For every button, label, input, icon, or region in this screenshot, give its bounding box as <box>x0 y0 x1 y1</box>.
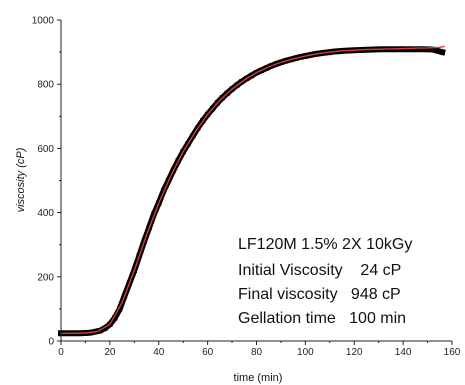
y-tick-label: 400 <box>37 208 54 219</box>
series-1-point <box>420 46 426 52</box>
axes: 0 20 40 60 80 100 120 140 160 0 200 400 600 800 1000 <box>32 16 461 359</box>
y-axis-title: viscosity (cP) <box>15 147 27 212</box>
series-2-line <box>61 45 445 334</box>
annotation-sample: LF120M 1.5% 2X 10kGy <box>238 236 412 253</box>
series-1-point <box>117 306 123 312</box>
series-1-point <box>410 46 416 52</box>
series-1-point <box>439 49 445 55</box>
x-tick-label: 40 <box>153 347 165 358</box>
series-1-point <box>429 46 435 53</box>
y-tick-label: 0 <box>48 337 54 348</box>
series-1-point <box>112 315 118 321</box>
x-tick-label: 80 <box>251 347 263 358</box>
annotation-final-viscosity: Final viscosity 948 cP <box>238 286 401 303</box>
x-tick-label: 160 <box>444 347 461 358</box>
x-tick-label: 120 <box>346 347 363 358</box>
y-tick-label: 200 <box>37 272 54 283</box>
annotation-initial-viscosity: Initial Viscosity 24 cP <box>238 262 401 279</box>
y-tick-label: 1000 <box>32 16 55 27</box>
series-1-point <box>102 325 108 331</box>
x-tick-label: 140 <box>395 347 412 358</box>
annotation-gellation-time: Gellation time 100 min <box>238 310 406 327</box>
x-tick-label: 0 <box>58 347 64 358</box>
annotation-block: LF120M 1.5% 2X 10kGy Initial Viscosity 2… <box>238 236 412 327</box>
y-tick-label: 800 <box>37 80 54 91</box>
series-layer <box>58 45 446 337</box>
x-tick-label: 20 <box>104 347 116 358</box>
x-tick-label: 100 <box>297 347 314 358</box>
x-axis-title: time (min) <box>234 372 283 384</box>
x-tick-label: 60 <box>202 347 214 358</box>
y-tick-label: 600 <box>37 144 54 155</box>
